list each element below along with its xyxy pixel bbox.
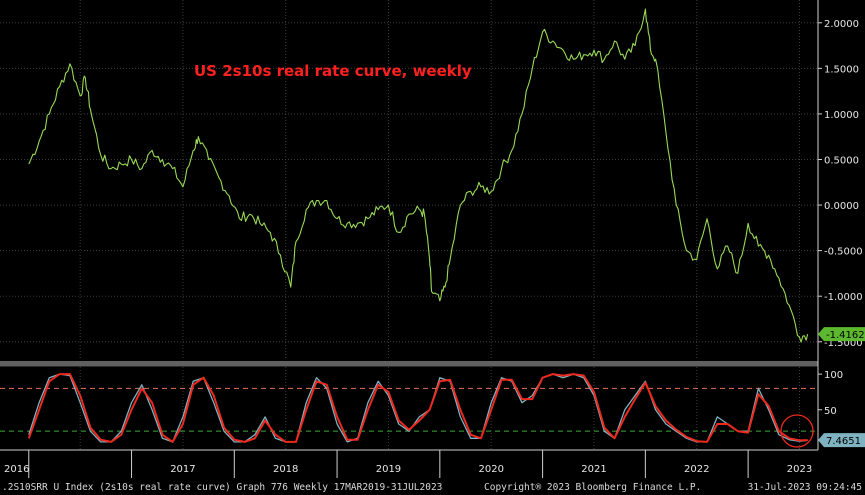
- footer-bar: [0, 478, 865, 495]
- x-tick-label: 2023: [787, 464, 812, 475]
- main-panel-grid: [0, 0, 818, 360]
- oscillator-raw-line: [28, 373, 808, 443]
- x-tick-label: 2020: [478, 464, 503, 475]
- footer-timestamp: 31-Jul-2023 09:24:45: [748, 482, 862, 493]
- x-tick-label: 2018: [273, 464, 298, 475]
- series-line-2s10s: [28, 8, 809, 343]
- panel-separator-shadow: [0, 366, 818, 367]
- y-tick-label: 2.0000: [824, 19, 859, 30]
- x-axis-ticks: 2016 2017 2018 2019 2020 2021 2022 2023: [4, 450, 812, 478]
- main-y-axis-ticks: 2.0000 1.5000 1.0000 0.5000 0.0000 -0.5000 -1.…: [818, 19, 863, 349]
- panel-separator[interactable]: [0, 361, 818, 366]
- x-tick-label: 2019: [376, 464, 401, 475]
- x-tick-label: 2017: [170, 464, 195, 475]
- y-tick-label: -0.5000: [824, 247, 863, 258]
- lower-y-tick-label: 50: [824, 406, 837, 417]
- x-tick-label: 2021: [581, 464, 606, 475]
- oscillator-signal-line: [27, 373, 808, 443]
- y-tick-label: -1.5000: [824, 338, 863, 349]
- lower-y-tick-label: 100: [824, 370, 843, 381]
- footer-left-text: .2S10SRR U Index (2s10s real rate curve)…: [2, 482, 442, 493]
- y-tick-label: -1.0000: [824, 292, 863, 303]
- chart-title: US 2s10s real rate curve, weekly: [194, 62, 472, 80]
- lower-last-value-badge: 7.4651: [818, 433, 865, 448]
- y-tick-label: 1.0000: [824, 110, 859, 121]
- lower-last-value-label: 7.4651: [826, 436, 861, 447]
- main-last-value-label: -1.4162: [826, 330, 865, 341]
- footer-copyright: Copyright® 2023 Bloomberg Finance L.P.: [484, 482, 701, 493]
- highlight-circle: [780, 414, 814, 448]
- lower-panel-series: [27, 373, 808, 443]
- main-last-value-badge: -1.4162: [818, 327, 865, 342]
- lower-y-axis-ticks: 100 50: [818, 370, 843, 417]
- main-panel-series: [28, 8, 809, 343]
- y-tick-label: 0.5000: [824, 155, 859, 166]
- y-tick-label: 1.5000: [824, 64, 859, 75]
- x-tick-label: 2022: [684, 464, 709, 475]
- y-tick-label: 0.0000: [824, 201, 859, 212]
- x-tick-label: 2016: [4, 464, 29, 475]
